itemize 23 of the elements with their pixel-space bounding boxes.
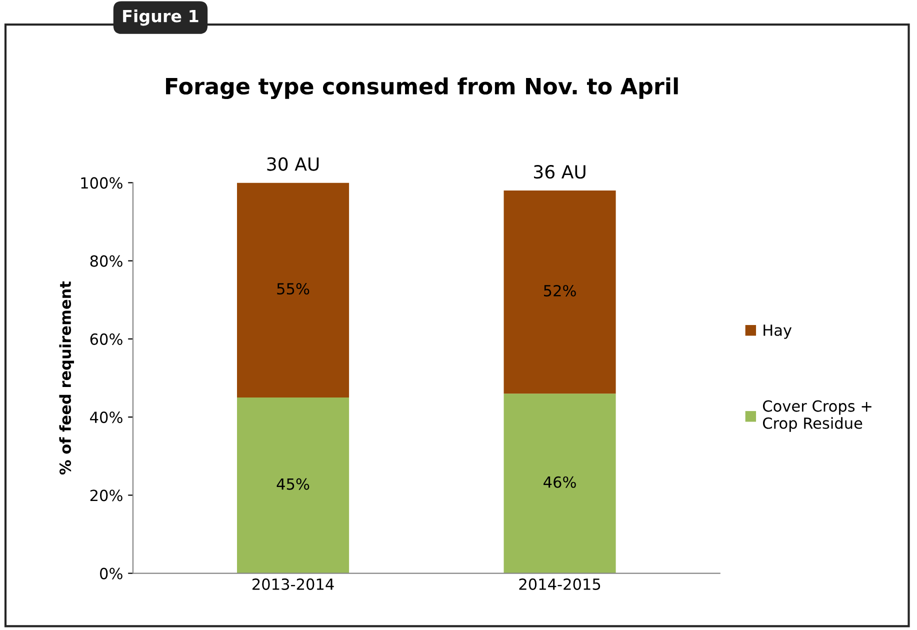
x-tick-label: 2013-2014: [252, 578, 334, 590]
bar: [237, 398, 350, 574]
annotation: 30 AU: [267, 157, 319, 171]
y-tick-label: 60%: [90, 333, 122, 345]
y-axis-title: % of feed requirement: [59, 281, 74, 475]
data-label: 52%: [544, 284, 576, 296]
y-tick-label: 20%: [90, 490, 122, 502]
bar: [504, 190, 616, 394]
y-tick-label: 80%: [90, 255, 122, 267]
y-tick-label: 0%: [100, 568, 122, 580]
caption: Figure 1: [123, 9, 198, 26]
y-tick-label: 40%: [90, 412, 122, 424]
legend-label: Hay: [764, 324, 792, 339]
y-tick-label: 100%: [81, 177, 122, 189]
legend-label: Cover Crops + Crop Residue: [762, 400, 872, 432]
x-tick-label: 2014-2015: [519, 578, 600, 590]
bar: [504, 394, 616, 574]
annotation: 36 AU: [534, 165, 586, 179]
chart-title: Forage type consumed from Nov. to April: [166, 77, 678, 100]
data-label: 45%: [276, 478, 310, 490]
data-label: 55%: [277, 282, 310, 295]
bar: [237, 182, 350, 398]
data-label: 46%: [544, 476, 576, 488]
